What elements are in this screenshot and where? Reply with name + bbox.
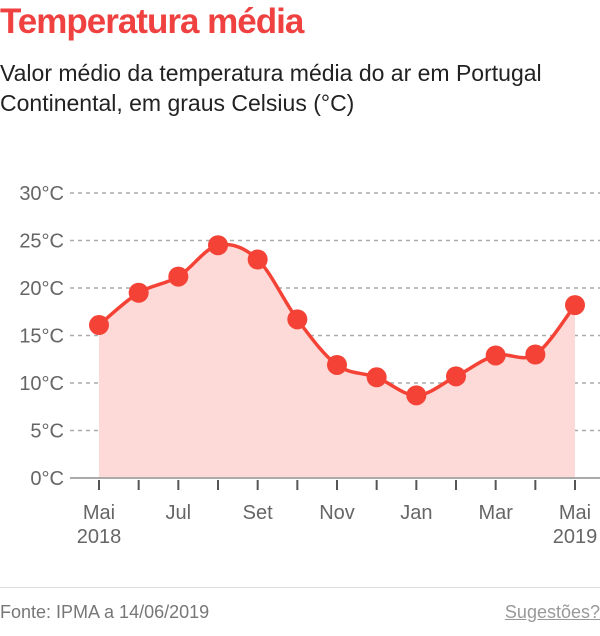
chart-title: Temperatura média	[0, 2, 304, 41]
x-tick-label: Mar	[478, 502, 513, 524]
data-point	[89, 315, 109, 336]
y-tick-label: 5°C	[30, 421, 64, 443]
y-tick-label: 15°C	[19, 326, 64, 348]
x-tick-label: Jul	[166, 502, 192, 524]
data-point	[247, 249, 268, 270]
x-tick-label: Set	[243, 502, 273, 524]
data-point	[406, 385, 427, 406]
chart-subtitle: Valor médio da temperatura média do ar e…	[0, 60, 542, 116]
area-fill	[99, 244, 575, 478]
data-point	[208, 235, 228, 256]
data-point	[485, 345, 506, 366]
y-tick-label: 25°C	[19, 231, 64, 253]
suggestions-link[interactable]: Sugestões?	[504, 602, 600, 622]
data-point	[128, 282, 149, 303]
footer-divider	[0, 587, 600, 588]
x-tick-label: Mai	[559, 502, 591, 524]
x-tick-label-year: 2019	[553, 526, 598, 548]
data-point	[366, 367, 387, 388]
data-point	[287, 309, 308, 330]
x-tick-label: Jan	[400, 502, 432, 524]
data-point	[565, 295, 585, 316]
x-tick-label: Nov	[319, 502, 355, 524]
source-text: Fonte: IPMA a 14/06/2019	[0, 602, 210, 622]
x-tick-label-year: 2018	[77, 526, 122, 548]
y-tick-label: 10°C	[19, 373, 64, 395]
y-tick-label: 0°C	[30, 468, 64, 490]
y-tick-label: 20°C	[19, 278, 64, 300]
data-point	[168, 266, 189, 287]
x-tick-label: Mai	[83, 502, 115, 524]
data-point	[446, 366, 466, 387]
data-point	[327, 354, 347, 375]
data-point	[525, 344, 546, 365]
y-tick-label: 30°C	[19, 183, 64, 205]
